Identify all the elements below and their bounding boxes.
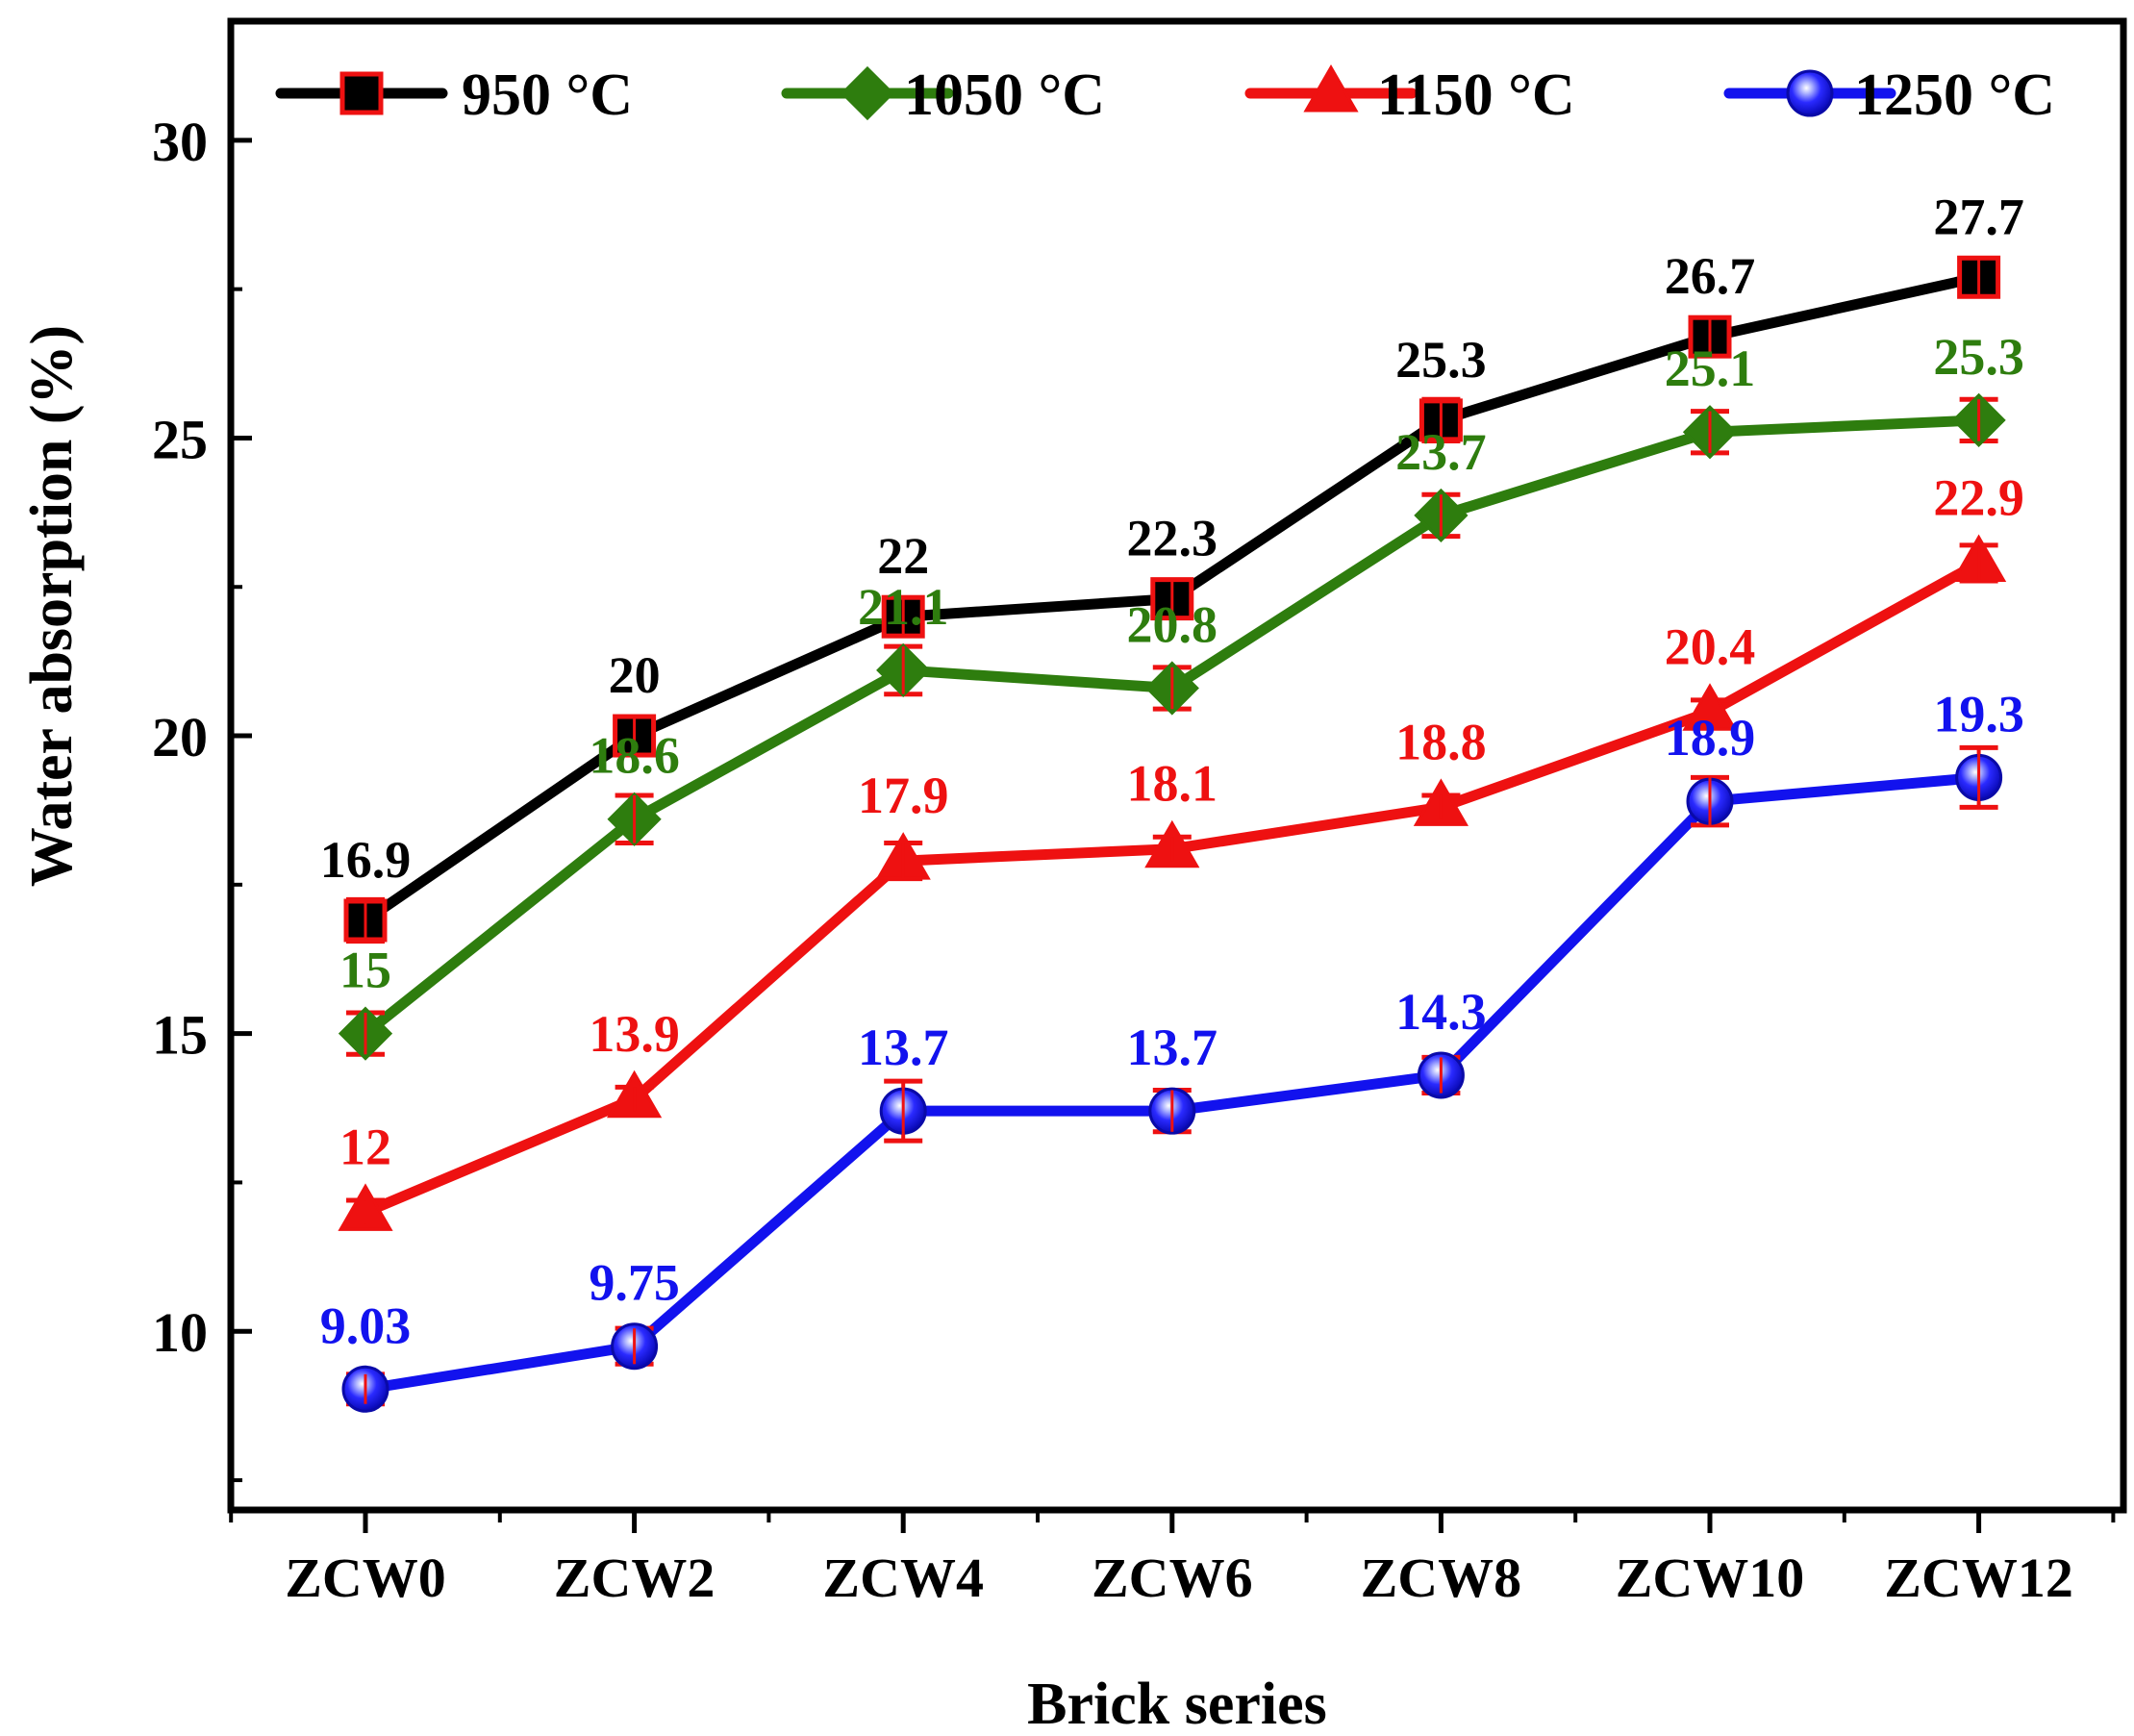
y-tick-label: 30 (152, 111, 208, 173)
axes: 10 15 20 25 30 ZCW0 ZCW2 ZCW4 ZCW6 ZCW8 ZCW10 ZCW12 (152, 111, 2116, 1609)
y-tick-label: 15 (152, 1004, 208, 1067)
data-label: 12 (339, 1118, 391, 1175)
x-tick-label: ZCW10 (1616, 1547, 1805, 1609)
series-1250C: 9.03 9.75 13.7 13.7 14.3 18.9 19.3 (320, 685, 2024, 1413)
data-label: 22 (877, 527, 929, 585)
plot-frame (227, 17, 2127, 1514)
data-label: 9.03 (320, 1296, 412, 1354)
x-tick-label: ZCW12 (1884, 1547, 2073, 1609)
data-label: 9.75 (589, 1254, 680, 1312)
series-1150C: 12 13.9 17.9 18.1 18.8 20.4 22.9 (338, 468, 2024, 1231)
series-950C: 16.9 20 22 22.3 25.3 26.7 27.7 (320, 188, 2024, 944)
x-tick-label: ZCW6 (1092, 1547, 1253, 1609)
x-tick-label: ZCW4 (822, 1547, 984, 1609)
data-label: 16.9 (320, 831, 412, 889)
data-label: 13.7 (1127, 1019, 1218, 1076)
data-label: 27.7 (1933, 188, 2024, 245)
x-axis-title: Brick series (1027, 1672, 1327, 1736)
legend-item: 1150 °C (1244, 63, 1575, 128)
y-tick-label: 25 (152, 408, 208, 470)
legend-marker (1303, 64, 1359, 113)
data-label: 18.9 (1665, 709, 1756, 767)
legend-label: 1150 °C (1377, 63, 1575, 128)
y-axis-title: Water absorption (%) (19, 325, 85, 887)
data-label: 26.7 (1665, 247, 1756, 305)
data-label: 17.9 (858, 767, 949, 824)
y-tick-label: 10 (152, 1301, 208, 1364)
data-label: 18.6 (589, 727, 680, 785)
data-label: 13.9 (589, 1005, 680, 1063)
data-label: 18.1 (1127, 755, 1218, 813)
data-label: 14.3 (1395, 983, 1487, 1041)
data-label: 21.1 (858, 578, 949, 636)
legend-item: 950 °C (275, 63, 633, 128)
legend-item: 1250 °C (1723, 63, 2055, 128)
legend: 950 °C 1050 °C 1150 °C 1250 °C (275, 63, 2055, 128)
legend-marker (1786, 69, 1834, 117)
legend-label: 1050 °C (904, 63, 1105, 128)
data-label: 25.3 (1395, 331, 1487, 389)
data-label: 25.1 (1665, 340, 1756, 397)
plot-area: 16.9 20 22 22.3 25.3 26.7 27.7 15 18.6 21.1 20.8 23… (320, 188, 2024, 1413)
data-label: 22.9 (1933, 468, 2024, 526)
data-label: 13.7 (858, 1019, 949, 1076)
data-label: 20.8 (1127, 596, 1218, 654)
legend-label: 1250 °C (1854, 63, 2055, 128)
legend-marker (840, 65, 895, 121)
x-tick-label: ZCW8 (1361, 1547, 1522, 1609)
x-tick-label: ZCW0 (285, 1547, 446, 1609)
data-label: 15 (339, 942, 391, 999)
series-1050C: 15 18.6 21.1 20.8 23.7 25.1 25.3 (338, 328, 2024, 1061)
data-label: 18.8 (1395, 713, 1487, 770)
legend-marker (339, 71, 384, 115)
legend-item: 1050 °C (781, 63, 1105, 128)
data-label: 22.3 (1127, 510, 1218, 567)
data-label: 23.7 (1395, 423, 1487, 481)
data-label: 25.3 (1933, 328, 2024, 386)
data-label: 19.3 (1933, 685, 2024, 742)
y-tick-label: 20 (152, 706, 208, 768)
x-tick-label: ZCW2 (554, 1547, 716, 1609)
data-label: 20.4 (1665, 617, 1756, 675)
data-label: 20 (609, 646, 661, 704)
legend-label: 950 °C (462, 63, 633, 128)
